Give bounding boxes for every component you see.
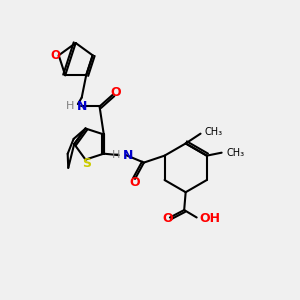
Text: CH₃: CH₃ [205, 127, 223, 137]
Text: O: O [162, 212, 173, 226]
Text: O: O [111, 86, 121, 99]
Text: O: O [129, 176, 140, 189]
Text: N: N [77, 100, 87, 113]
Text: H: H [66, 101, 74, 112]
Text: CH₃: CH₃ [226, 148, 244, 158]
Text: O: O [50, 49, 60, 62]
Text: H: H [112, 150, 120, 160]
Text: S: S [82, 157, 91, 170]
Text: N: N [122, 149, 133, 162]
Text: OH: OH [199, 212, 220, 225]
